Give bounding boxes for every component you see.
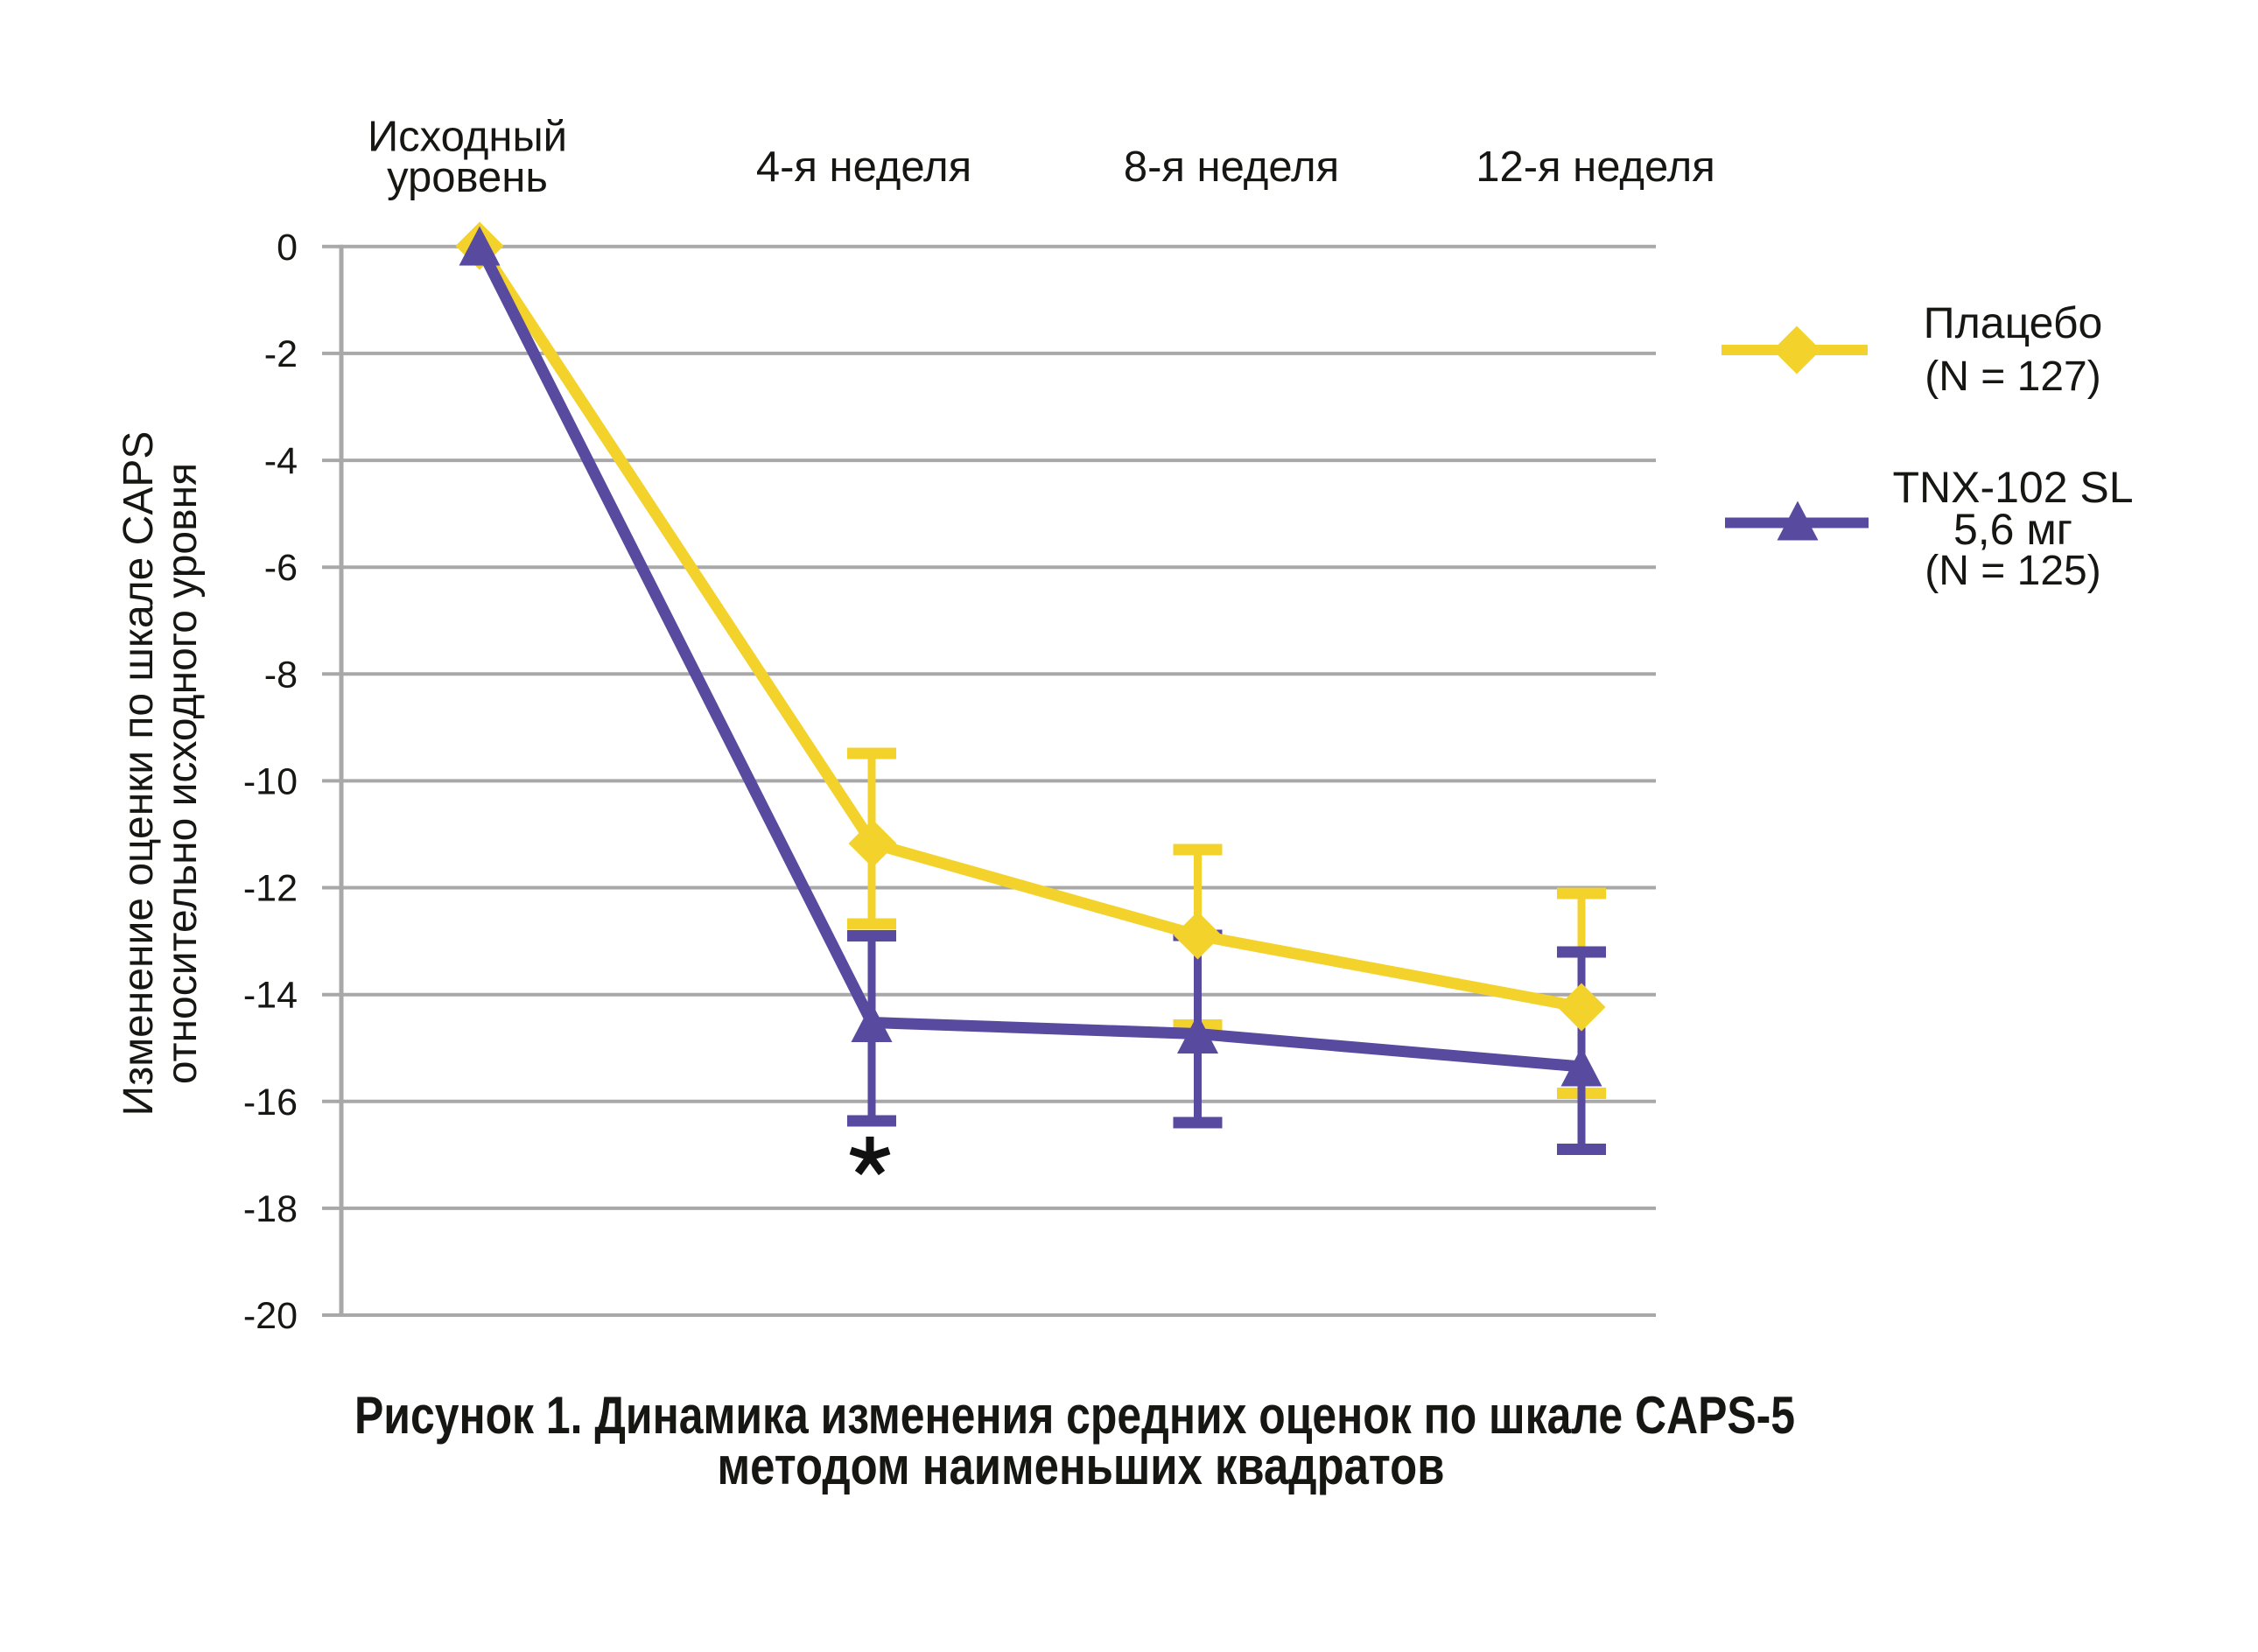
svg-text:4-я неделя: 4-я неделя xyxy=(756,144,971,191)
svg-text:-14: -14 xyxy=(243,975,298,1017)
svg-text:TNX-102 SL: TNX-102 SL xyxy=(1892,463,2133,512)
svg-text:Изменение оценки по шкале CAPS: Изменение оценки по шкале CAPS xyxy=(116,431,162,1116)
svg-text:Рисунок 1. Динамика изменения: Рисунок 1. Динамика изменения средних оц… xyxy=(354,1386,1795,1445)
svg-text:(N = 125): (N = 125) xyxy=(1925,548,2100,594)
svg-text:-4: -4 xyxy=(264,440,298,482)
svg-text:-10: -10 xyxy=(243,760,298,802)
svg-text:5,6 мг: 5,6 мг xyxy=(1953,505,2072,554)
svg-text:0: 0 xyxy=(277,227,298,269)
svg-text:-16: -16 xyxy=(243,1082,298,1124)
svg-text:-20: -20 xyxy=(243,1295,298,1337)
svg-text:(N = 127): (N = 127) xyxy=(1925,354,2100,400)
svg-text:относительно исходного уровня: относительно исходного уровня xyxy=(159,463,206,1084)
svg-text:-6: -6 xyxy=(264,547,298,589)
svg-text:уровень: уровень xyxy=(387,154,548,201)
svg-text:Плацебо: Плацебо xyxy=(1924,298,2103,347)
svg-text:-8: -8 xyxy=(264,654,298,696)
svg-text:12-я неделя: 12-я неделя xyxy=(1476,144,1715,191)
svg-text:методом наименьших квадратов: методом наименьших квадратов xyxy=(718,1437,1445,1495)
svg-text:8-я неделя: 8-я неделя xyxy=(1124,144,1339,191)
svg-text:-2: -2 xyxy=(264,333,298,375)
svg-text:-12: -12 xyxy=(243,868,298,910)
svg-text:Исходный: Исходный xyxy=(368,113,567,160)
svg-text:-18: -18 xyxy=(243,1188,298,1230)
